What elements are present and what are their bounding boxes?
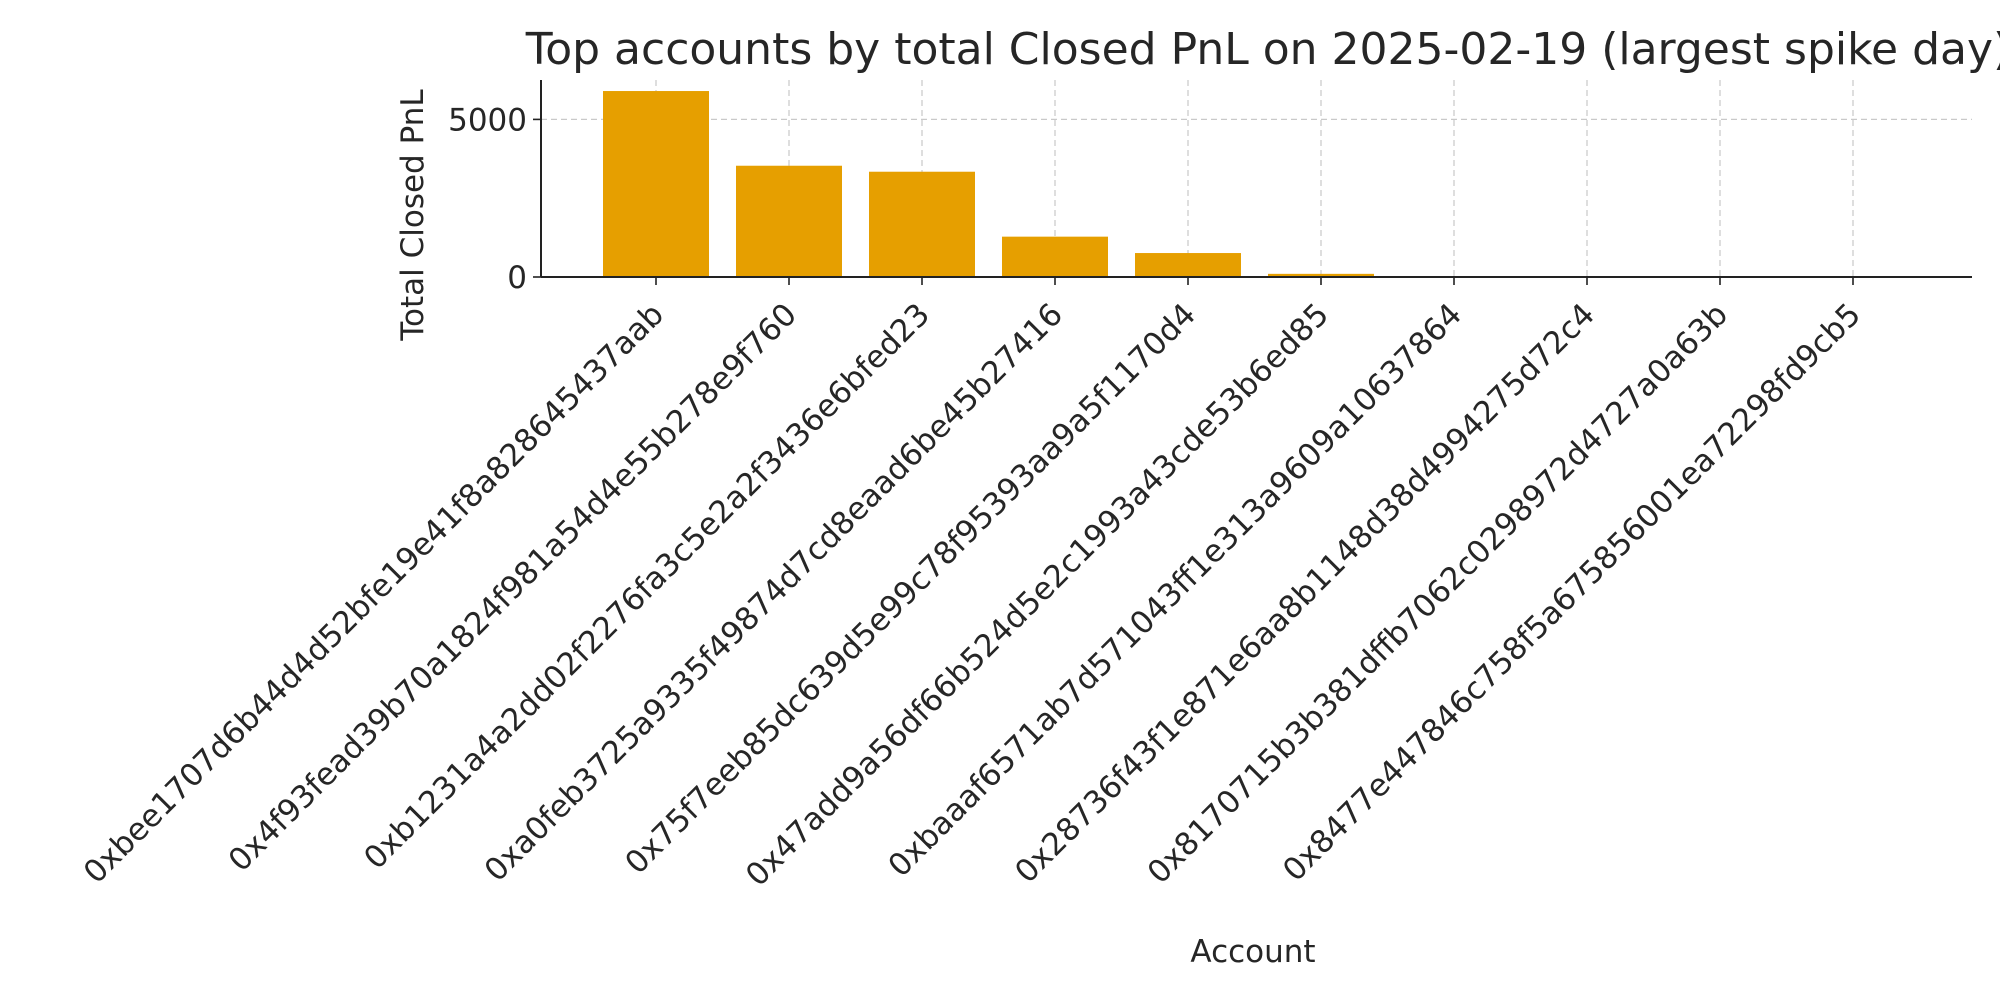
- bar-2: [736, 165, 842, 277]
- x-tick-layer: 0xbee1707d6b44d4d52bfe19e41f8a828645437a…: [77, 277, 1868, 894]
- axis-layer: [540, 80, 1972, 278]
- bar-layer: [603, 91, 1906, 277]
- bar-5: [1135, 253, 1241, 277]
- bar-1: [603, 91, 709, 277]
- bar-3: [869, 171, 975, 277]
- chart-title: Top accounts by total Closed PnL on 2025…: [525, 24, 2000, 75]
- bar-4: [1002, 236, 1108, 277]
- x-axis-title: Account: [1190, 934, 1315, 970]
- y-tick-label: 5000: [448, 102, 527, 138]
- y-tick-layer: 0 5000: [448, 102, 541, 296]
- y-axis-title: Total Closed PnL: [395, 89, 431, 342]
- bar-6: [1268, 273, 1374, 277]
- y-tick-label: 0: [507, 260, 527, 296]
